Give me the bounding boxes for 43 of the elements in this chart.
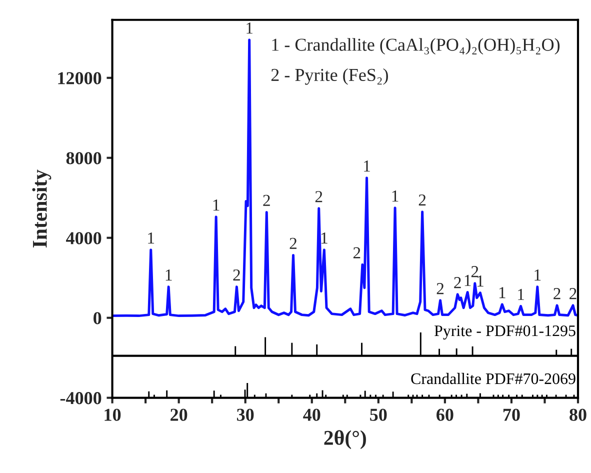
- x-axis-title: 2θ(°): [324, 430, 366, 450]
- annotation: 2: [353, 247, 360, 258]
- annotation: 1: [499, 287, 506, 298]
- annotation: 2: [233, 269, 240, 280]
- annotation: 2: [418, 194, 426, 206]
- annotation: 1 - Crandallite (CaAl₃(PO₄)₂(OH)₅H₂O): [272, 38, 560, 55]
- annotation: 2: [554, 288, 560, 300]
- y-axis-title: Intensity: [32, 170, 52, 248]
- x-tick-label: 60: [436, 408, 454, 421]
- annotation: 2: [290, 238, 296, 249]
- line-series: [112, 38, 578, 318]
- x-tick-label: 70: [503, 408, 520, 421]
- y-tick-label: 0: [94, 312, 102, 324]
- annotation: 1: [213, 200, 220, 210]
- x-tick-label: 30: [237, 408, 254, 421]
- annotation: 2 - Pyrite (FeS₂): [271, 68, 388, 85]
- annotation: 1: [246, 22, 253, 34]
- annotation: 1: [148, 232, 154, 244]
- annotation: 1: [478, 275, 484, 286]
- annotation: 2: [454, 277, 461, 288]
- annotation: 1: [392, 190, 398, 202]
- y-tick-label: -4000: [60, 392, 102, 404]
- annotation: 1: [534, 269, 541, 280]
- x-tick-label: 50: [370, 408, 387, 421]
- series-label: Crandallite PDF#70-2069: [411, 372, 576, 384]
- annotation: 2: [471, 266, 478, 278]
- x-tick-label: 20: [170, 408, 188, 421]
- y-tick-label: 4000: [66, 232, 102, 244]
- annotation: 2: [263, 194, 270, 206]
- x-tick-label: 10: [104, 408, 121, 421]
- series-label: Pyrite - PDF#01-1295: [434, 325, 576, 340]
- annotation: 1: [518, 288, 524, 300]
- annotation: 2: [315, 191, 322, 202]
- y-tick-label: 12000: [58, 72, 102, 84]
- annotation: 1: [364, 160, 370, 172]
- annotation: 1: [464, 274, 471, 286]
- annotation: 1: [166, 269, 172, 280]
- y-tick-label: 8000: [66, 152, 102, 164]
- x-tick-label: 40: [303, 408, 320, 421]
- annotation: 2: [570, 288, 576, 300]
- annotation: 1: [321, 232, 328, 244]
- annotation: 2: [436, 283, 444, 294]
- x-tick-label: 80: [570, 408, 586, 421]
